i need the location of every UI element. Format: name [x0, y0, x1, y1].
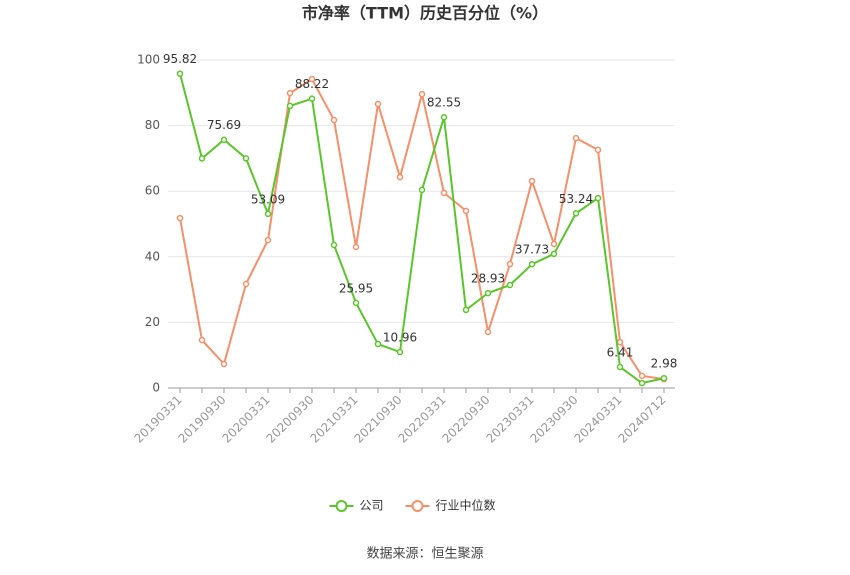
y-tick-label: 0 — [152, 381, 160, 395]
point — [528, 260, 536, 268]
point — [638, 379, 646, 387]
point — [308, 75, 316, 83]
legend-label: 公司 — [360, 499, 384, 513]
y-tick-label: 80 — [145, 118, 160, 132]
point — [418, 90, 426, 98]
data-label: 10.96 — [383, 331, 417, 345]
point — [352, 243, 360, 251]
point — [462, 207, 470, 215]
point — [374, 340, 382, 348]
point — [352, 299, 360, 307]
data-label: 53.09 — [251, 192, 285, 206]
data-label: 75.69 — [207, 118, 241, 132]
point — [484, 289, 492, 297]
y-tick-label: 60 — [145, 184, 160, 198]
point — [638, 372, 646, 380]
point — [418, 186, 426, 194]
point — [484, 328, 492, 336]
legend-label: 行业中位数 — [436, 498, 496, 513]
y-tick-label: 40 — [145, 249, 160, 263]
point — [330, 241, 338, 249]
point — [572, 134, 580, 142]
point — [286, 89, 294, 97]
point — [550, 240, 558, 248]
point — [440, 189, 448, 197]
point — [506, 281, 514, 289]
point — [572, 210, 580, 217]
data-label: 6.41 — [607, 345, 634, 359]
point — [374, 100, 382, 108]
point — [440, 113, 448, 121]
data-label: 53.24 — [559, 192, 593, 206]
point — [198, 155, 206, 162]
data-label: 28.93 — [471, 272, 505, 286]
point — [308, 95, 316, 102]
data-label: 95.82 — [163, 52, 197, 66]
point — [176, 214, 184, 222]
point — [220, 136, 228, 143]
point — [176, 70, 184, 77]
x-tick-label: 20240712 — [616, 393, 669, 446]
data-label: 2.98 — [651, 357, 678, 371]
source-note: 数据来源：恒生聚源 — [366, 547, 483, 562]
point — [264, 210, 272, 218]
point — [286, 102, 294, 110]
point — [616, 363, 624, 371]
legend-marker — [411, 500, 424, 512]
point — [616, 338, 624, 346]
point — [550, 250, 558, 258]
y-tick-label: 20 — [145, 315, 160, 329]
series-line — [179, 77, 665, 381]
point — [242, 155, 250, 162]
point — [242, 280, 250, 288]
point — [462, 306, 470, 314]
point — [660, 374, 668, 382]
data-label: 25.95 — [339, 281, 373, 295]
point — [330, 116, 338, 124]
point — [396, 173, 404, 181]
data-label: 88.22 — [295, 77, 329, 91]
point — [396, 348, 404, 356]
legend-marker — [335, 500, 348, 512]
chart-title: 市净率（TTM）历史百分位（%） — [302, 4, 548, 23]
series-line — [179, 73, 665, 385]
point — [506, 260, 514, 268]
y-tick-label: 100 — [137, 53, 160, 67]
data-label: 37.73 — [515, 243, 549, 257]
point — [264, 236, 272, 244]
point — [594, 194, 602, 202]
point — [528, 177, 536, 185]
point — [220, 360, 228, 368]
point — [198, 336, 206, 344]
point — [594, 146, 602, 154]
data-label: 82.55 — [427, 96, 461, 110]
